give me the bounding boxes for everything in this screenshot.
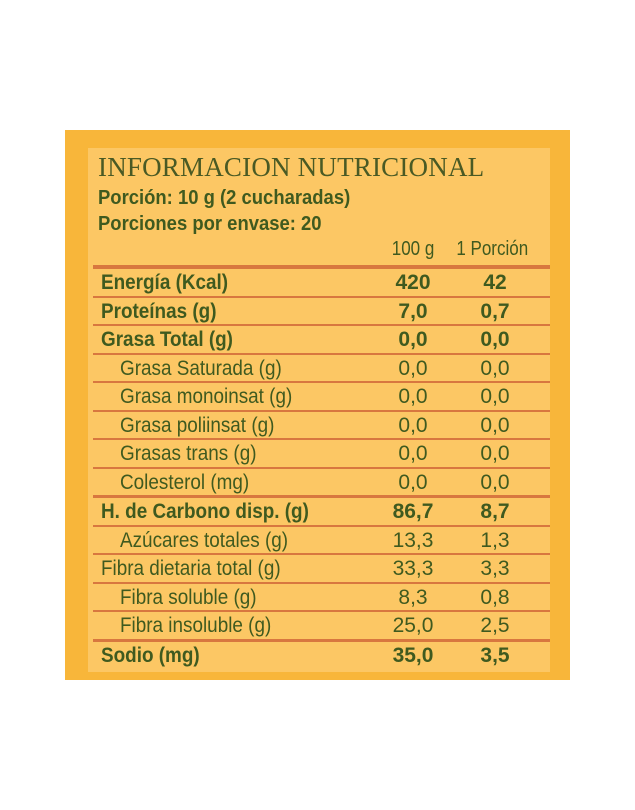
- table-row: Proteínas (g) 7,0 0,7: [93, 295, 550, 325]
- table-row: Colesterol (mg) 0,0 0,0: [93, 466, 550, 496]
- value-per-100g: 86,7: [392, 500, 434, 523]
- value-per-100g: 0,0: [398, 470, 428, 494]
- nutrient-label: Grasa Total (g): [101, 328, 233, 351]
- servings-per-container: Porciones por envase: 20: [98, 212, 322, 235]
- value-per-100g: 13,3: [392, 528, 434, 552]
- table-row: Grasa monoinsat (g) 0,0 0,0: [93, 381, 550, 410]
- value-per-portion: 0,0: [480, 470, 510, 494]
- portion-size: Porción: 10 g (2 cucharadas): [98, 186, 351, 209]
- value-per-100g: 7,0: [398, 299, 428, 323]
- value-per-portion: 0,0: [480, 413, 510, 437]
- value-per-portion: 0,0: [480, 385, 510, 408]
- column-header-portion: 1 Porción: [456, 238, 529, 260]
- table-row: Grasa Total (g) 0,0 0,0: [93, 324, 550, 353]
- table-row: Grasas trans (g) 0,0 0,0: [93, 438, 550, 467]
- value-per-100g: 420: [395, 271, 431, 294]
- value-per-portion: 3,5: [480, 643, 510, 667]
- table-row: Sodio (mg) 35,0 3,5: [93, 638, 550, 669]
- table-row: Azúcares totales (g) 13,3 1,3: [93, 524, 550, 554]
- table-row: Fibra insoluble (g) 25,0 2,5: [93, 610, 550, 639]
- table-row: Fibra soluble (g) 8,3 0,8: [93, 581, 550, 611]
- value-per-portion: 2,5: [480, 614, 510, 637]
- nutrient-label: Fibra soluble (g): [120, 585, 257, 609]
- nutrient-label: Grasa monoinsat (g): [120, 385, 293, 408]
- nutrient-label: Grasa poliinsat (g): [120, 413, 275, 437]
- nutrition-table: Energía (Kcal) 420 42 Proteínas (g) 7,0 0,7 Gr…: [93, 265, 550, 668]
- table-row: Energía (Kcal) 420 42: [93, 265, 550, 296]
- column-header-100g: 100 g: [391, 238, 435, 260]
- value-per-portion: 0,0: [480, 356, 510, 380]
- table-row: Grasa Saturada (g) 0,0 0,0: [93, 352, 550, 382]
- nutrient-label: Fibra dietaria total (g): [101, 557, 281, 580]
- nutrient-label: Energía (Kcal): [101, 271, 229, 294]
- nutrient-label: Sodio (mg): [101, 643, 200, 667]
- nutrient-label: Grasa Saturada (g): [120, 356, 282, 380]
- value-per-100g: 0,0: [398, 442, 428, 465]
- table-row: H. de Carbono disp. (g) 86,7 8,7: [93, 495, 550, 525]
- value-per-portion: 3,3: [480, 557, 510, 580]
- value-per-100g: 0,0: [398, 356, 428, 380]
- table-row: Grasa poliinsat (g) 0,0 0,0: [93, 409, 550, 439]
- value-per-portion: 0,8: [480, 585, 510, 609]
- value-per-100g: 25,0: [392, 614, 434, 637]
- nutrient-label: Fibra insoluble (g): [120, 614, 272, 637]
- nutrient-label: H. de Carbono disp. (g): [101, 500, 309, 523]
- nutrient-label: Proteínas (g): [101, 299, 217, 323]
- nutrient-label: Grasas trans (g): [120, 442, 257, 465]
- label-title: INFORMACION NUTRICIONAL: [98, 152, 485, 182]
- value-per-portion: 0,0: [480, 328, 510, 351]
- value-per-portion: 1,3: [480, 528, 510, 552]
- value-per-100g: 8,3: [398, 585, 428, 609]
- value-per-portion: 0,7: [480, 299, 510, 323]
- value-per-100g: 33,3: [392, 557, 434, 580]
- table-row: Fibra dietaria total (g) 33,3 3,3: [93, 553, 550, 582]
- value-per-portion: 0,0: [480, 442, 510, 465]
- nutrient-label: Azúcares totales (g): [120, 528, 289, 552]
- value-per-portion: 42: [483, 271, 507, 294]
- nutrient-label: Colesterol (mg): [120, 470, 250, 494]
- value-per-100g: 0,0: [398, 328, 428, 351]
- value-per-100g: 0,0: [398, 413, 428, 437]
- value-per-portion: 8,7: [480, 500, 510, 523]
- value-per-100g: 35,0: [392, 643, 434, 667]
- value-per-100g: 0,0: [398, 385, 428, 408]
